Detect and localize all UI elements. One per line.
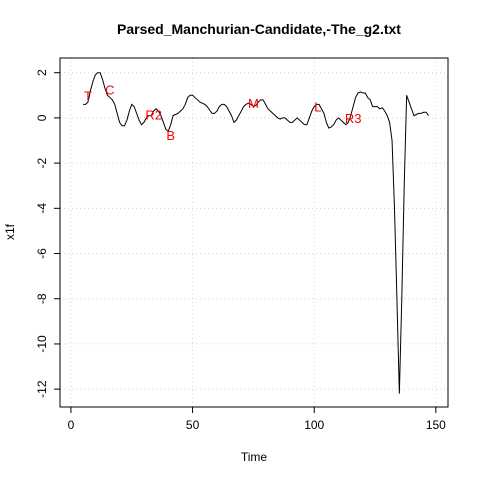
x-axis-label: Time xyxy=(241,450,268,464)
y-tick-label: 0 xyxy=(35,114,49,121)
annotation: L xyxy=(314,100,321,115)
annotation: C xyxy=(105,83,114,98)
y-tick-label: -6 xyxy=(35,248,49,259)
annotation: M xyxy=(248,96,259,111)
y-tick-label: -4 xyxy=(35,203,49,214)
annotation: B xyxy=(166,128,175,143)
x-tick-label: 50 xyxy=(186,418,200,432)
x-tick-label: 150 xyxy=(426,418,446,432)
y-tick-label: -2 xyxy=(35,157,49,168)
x-tick-label: 0 xyxy=(68,418,75,432)
y-axis-label: x1f xyxy=(3,223,17,240)
chart-title: Parsed_Manchurian-Candidate,-The_g2.txt xyxy=(117,21,401,37)
y-tick-label: -8 xyxy=(35,293,49,304)
annotation: T xyxy=(84,88,92,103)
y-tick-label: -12 xyxy=(35,380,49,398)
plot-frame xyxy=(59,57,449,408)
y-tick-label: 2 xyxy=(35,69,49,76)
y-tick-label: -10 xyxy=(35,335,49,353)
x-tick-label: 100 xyxy=(304,418,324,432)
line xyxy=(83,72,429,394)
annotation: R2 xyxy=(145,108,162,123)
annotation: R3 xyxy=(345,111,362,126)
